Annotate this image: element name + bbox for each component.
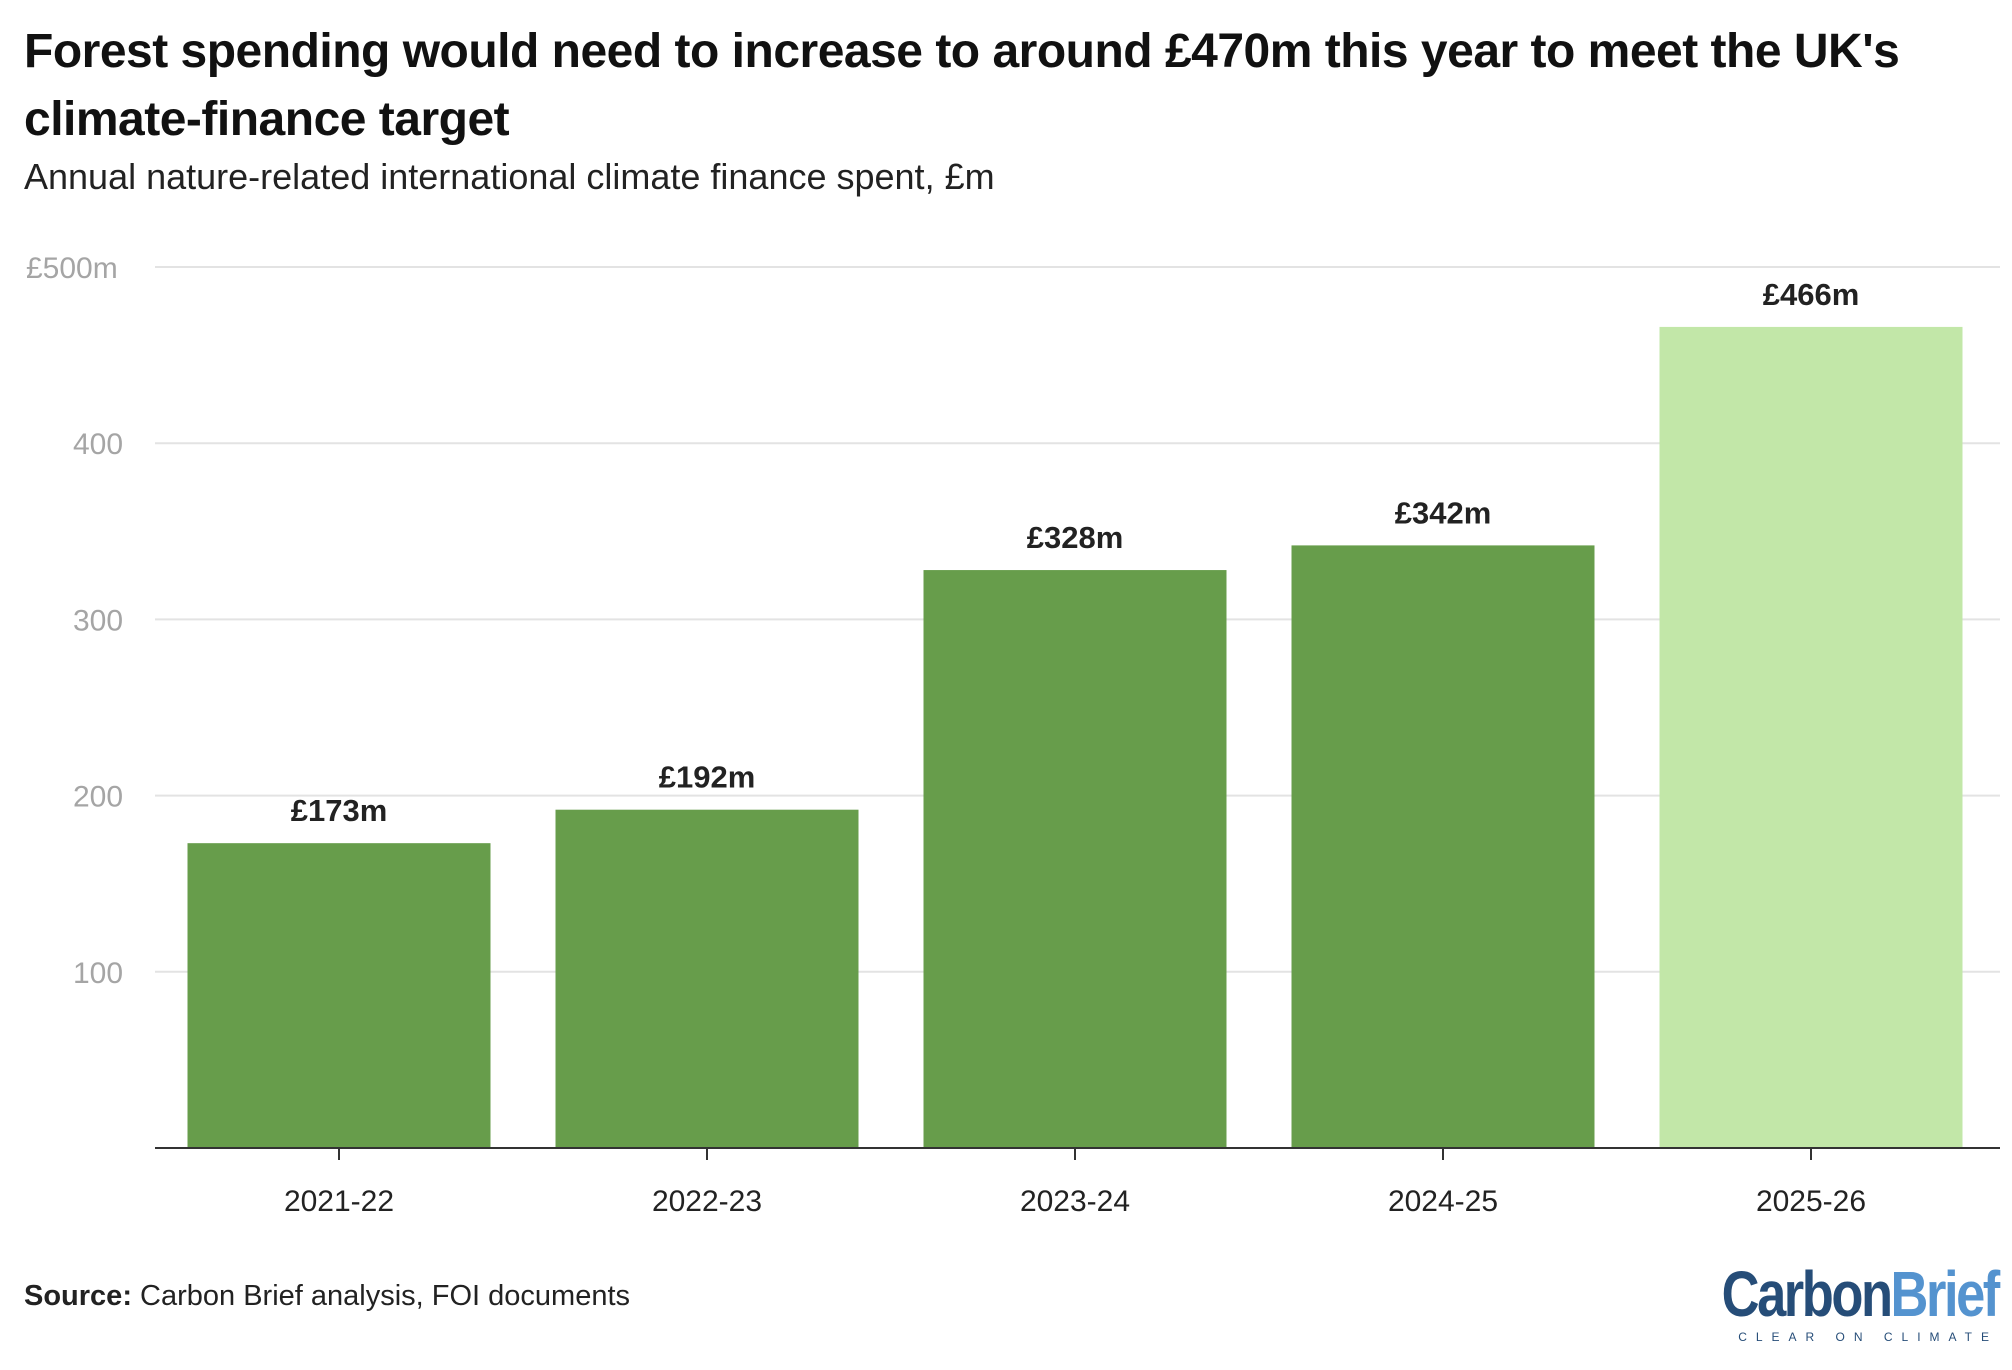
source-text: Carbon Brief analysis, FOI documents <box>140 1280 631 1312</box>
y-tick-label: £500m <box>26 252 118 285</box>
bar-chart: 100 200 300 400 £500m £173m 2021-22 £192m 2022-2… <box>24 247 2000 1218</box>
logo-word-carbon: Carbon <box>1721 1258 1893 1330</box>
logo-word-brief: Brief <box>1890 1258 2001 1330</box>
logo-tagline: CLEAR ON CLIMATE <box>1738 1330 1998 1344</box>
chart-subtitle: Annual nature-related international clim… <box>24 156 995 197</box>
data-label: £192m <box>659 760 756 795</box>
y-tick-label: 200 <box>73 781 123 814</box>
data-label: £342m <box>1395 495 1492 530</box>
x-tick-label: 2021-22 <box>284 1185 394 1218</box>
carbon-brief-logo: CarbonBrief CLEAR ON CLIMATE <box>1661 1262 2001 1344</box>
bar-2021-22 <box>187 843 491 1148</box>
bar-2022-23 <box>555 809 859 1148</box>
data-label: £173m <box>291 793 388 828</box>
bar-2023-24 <box>923 570 1227 1148</box>
x-tick-label: 2023-24 <box>1020 1185 1130 1218</box>
gridline-mask <box>24 247 154 287</box>
x-tick-label: 2025-26 <box>1756 1185 1866 1218</box>
bar-2024-25 <box>1291 545 1595 1148</box>
source-label: Source: <box>24 1280 132 1312</box>
x-tick-label: 2022-23 <box>652 1185 762 1218</box>
bar-2025-26 <box>1659 326 1963 1149</box>
y-tick-label: 100 <box>73 957 123 990</box>
source-note: Source: Carbon Brief analysis, FOI docum… <box>24 1280 630 1313</box>
y-tick-label: 300 <box>73 604 123 637</box>
y-tick-label: 400 <box>73 428 123 461</box>
x-tick-label: 2024-25 <box>1388 1185 1498 1218</box>
data-label: £328m <box>1027 520 1124 555</box>
data-label: £466m <box>1763 277 1860 312</box>
chart-title: Forest spending would need to increase t… <box>24 25 1900 146</box>
